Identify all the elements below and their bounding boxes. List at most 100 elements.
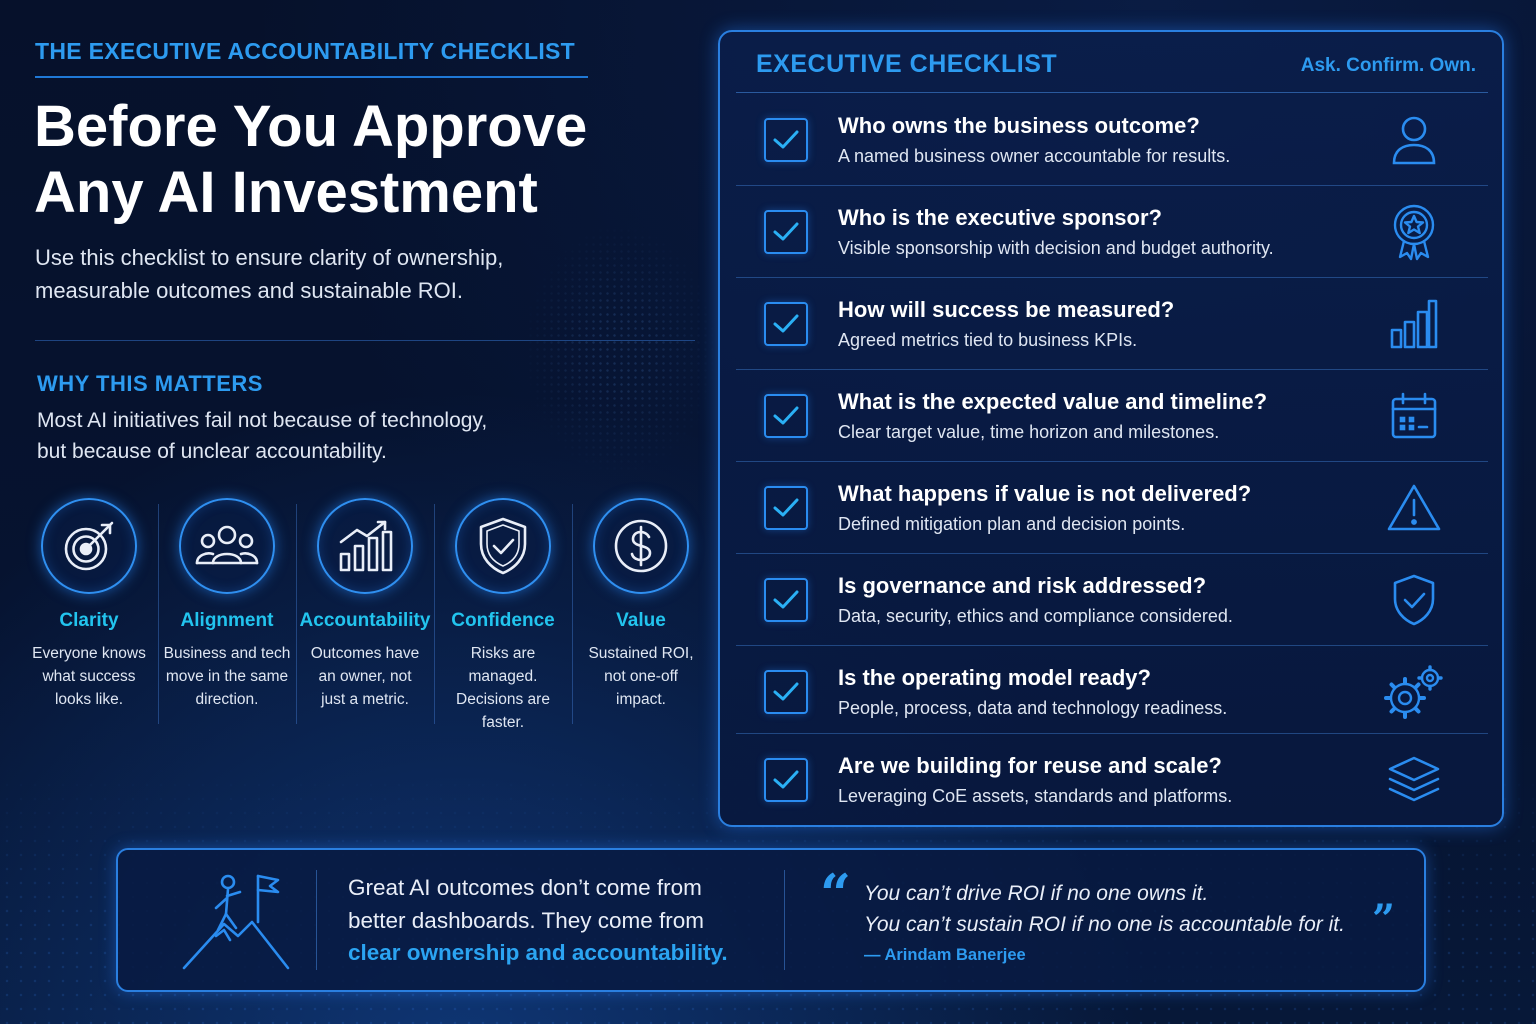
warning-icon (1384, 480, 1444, 536)
pillar-desc-line: direction. (195, 691, 259, 708)
checklist-item: Are we building for reuse and scale? Lev… (736, 734, 1488, 822)
pillar-desc-line: not one-off (604, 668, 678, 685)
pillar-desc-line: Everyone knows (32, 645, 146, 662)
pillar-title: Confidence (451, 610, 555, 631)
pillar-alignment: Alignment Business and tech move in the … (158, 496, 296, 726)
quote-close-mark: ” (1372, 896, 1396, 943)
pillar-desc: Risks are managed. Decisions are faster. (434, 642, 572, 734)
checkbox-checked[interactable] (764, 302, 808, 346)
intro-line-1: Use this checklist to ensure clarity of … (35, 245, 504, 270)
pillar-desc: Everyone knows what success looks like. (20, 642, 158, 711)
section-divider (35, 340, 695, 341)
pillar-title: Alignment (180, 610, 274, 631)
person-icon (1384, 112, 1444, 168)
checklist-item: Who owns the business outcome? A named b… (736, 94, 1488, 186)
checklist-answer: Agreed metrics tied to business KPIs. (838, 330, 1138, 350)
checklist-item: Who is the executive sponsor? Visible sp… (736, 186, 1488, 278)
pillar-desc-line: move in the same (165, 668, 289, 685)
pillar-desc-line: faster. (481, 714, 525, 731)
headline-line-1: Before You Approve (34, 94, 588, 159)
pillar-desc-line: an owner, not (318, 668, 412, 685)
shield-check-icon (1384, 572, 1444, 628)
checkbox-checked[interactable] (764, 394, 808, 438)
pillar-title: Accountability (299, 610, 431, 631)
why-line-2: but because of unclear accountability. (37, 440, 387, 463)
checkbox-checked[interactable] (764, 758, 808, 802)
headline: Before You Approve Any AI Investment (34, 94, 674, 226)
eyebrow-title: THE EXECUTIVE ACCOUNTABILITY CHECKLIST (35, 38, 575, 64)
banner-divider (316, 870, 317, 970)
award-ribbon-icon (1384, 204, 1444, 261)
checklist-answer: A named business owner accountable for r… (838, 146, 1231, 166)
pillar-desc-line: looks like. (54, 691, 124, 708)
gears-icon (1384, 664, 1444, 720)
checklist-question: Who is the executive sponsor? (838, 205, 1162, 230)
banner-divider (784, 870, 785, 970)
pillar-desc-line: impact. (616, 691, 666, 708)
pillars: Clarity Everyone knows what success look… (20, 496, 710, 731)
why-text: Most AI initiatives fail not because of … (37, 405, 597, 467)
why-line-1: Most AI initiatives fail not because of … (37, 409, 488, 432)
banner-highlight: clear ownership and accountability. (348, 940, 728, 965)
layers-icon (1384, 752, 1444, 808)
summit-flag-icon (180, 870, 292, 972)
banner-message-part: They come from (535, 907, 705, 933)
checklist-question: Are we building for reuse and scale? (838, 753, 1222, 778)
quote-line-1: You can’t drive ROI if no one owns it. (864, 882, 1209, 905)
checklist-answer: Data, security, ethics and compliance co… (838, 606, 1233, 626)
checklist-answer: Leveraging CoE assets, standards and pla… (838, 786, 1233, 806)
banner-message-line-1: Great AI outcomes don’t come from (348, 875, 702, 900)
pillar-desc-line: Outcomes have (310, 645, 420, 662)
checklist-item: What is the expected value and timeline?… (736, 370, 1488, 462)
pillar-desc-line: Business and tech (163, 645, 291, 662)
why-title: WHY THIS MATTERS (37, 371, 263, 396)
checkbox-checked[interactable] (764, 578, 808, 622)
banner-message: Great AI outcomes don’t come from better… (348, 872, 768, 970)
calendar-icon (1384, 388, 1444, 444)
intro-text: Use this checklist to ensure clarity of … (35, 241, 595, 307)
quote-text: You can’t drive ROI if no one owns it. Y… (864, 878, 1384, 940)
headline-line-2: Any AI Investment (34, 160, 538, 225)
checklist-rows: Who owns the business outcome? A named b… (736, 94, 1488, 822)
checklist-item: How will success be measured? Agreed met… (736, 278, 1488, 370)
checklist-question: Who owns the business outcome? (838, 113, 1200, 138)
checklist-question: How will success be measured? (838, 297, 1175, 322)
bar-chart-icon (1384, 296, 1444, 352)
banner-message-part: better dashboards. (348, 907, 536, 933)
pillar-value: Value Sustained ROI, not one-off impact. (572, 496, 710, 726)
pillar-title: Value (616, 610, 666, 631)
growth-chart-icon (317, 498, 413, 594)
checklist-answer: People, process, data and technology rea… (838, 698, 1228, 718)
checklist-item: Is governance and risk addressed? Data, … (736, 554, 1488, 646)
pillar-title: Clarity (59, 610, 119, 631)
checklist-tagline: Ask. Confirm. Own. (1300, 55, 1476, 76)
quote-open-mark: “ (820, 862, 852, 926)
pillar-desc: Outcomes have an owner, not just a metri… (296, 642, 434, 711)
pillar-desc: Sustained ROI, not one-off impact. (572, 642, 710, 711)
checkbox-checked[interactable] (764, 118, 808, 162)
checkbox-checked[interactable] (764, 486, 808, 530)
checklist-question: Is governance and risk addressed? (838, 573, 1207, 598)
pillar-clarity: Clarity Everyone knows what success look… (20, 496, 158, 726)
dollar-icon (593, 498, 689, 594)
team-icon (179, 498, 275, 594)
checklist-answer: Defined mitigation plan and decision poi… (838, 514, 1186, 534)
bottom-banner: Great AI outcomes don’t come from better… (116, 848, 1426, 992)
checklist-divider (736, 92, 1488, 93)
checkbox-checked[interactable] (764, 210, 808, 254)
checklist-question: Is the operating model ready? (838, 665, 1151, 690)
pillar-desc-line: what success (42, 668, 136, 685)
pillar-accountability: Accountability Outcomes have an owner, n… (296, 496, 434, 726)
pillar-desc-line: just a metric. (321, 691, 409, 708)
quote-line-2: You can’t sustain ROI if no one is accou… (864, 913, 1345, 936)
intro-line-2: measurable outcomes and sustainable ROI. (35, 278, 464, 303)
checklist-item: What happens if value is not delivered? … (736, 462, 1488, 554)
checklist-answer: Clear target value, time horizon and mil… (838, 422, 1220, 442)
checklist-panel: EXECUTIVE CHECKLIST Ask. Confirm. Own. W… (718, 30, 1504, 827)
checklist-answer: Visible sponsorship with decision and bu… (838, 238, 1274, 258)
checklist-title: EXECUTIVE CHECKLIST (756, 50, 1058, 78)
checklist-item: Is the operating model ready? People, pr… (736, 646, 1488, 734)
pillar-desc-line: Risks are managed. (468, 645, 538, 685)
checkbox-checked[interactable] (764, 670, 808, 714)
pillar-confidence: Confidence Risks are managed. Decisions … (434, 496, 572, 731)
